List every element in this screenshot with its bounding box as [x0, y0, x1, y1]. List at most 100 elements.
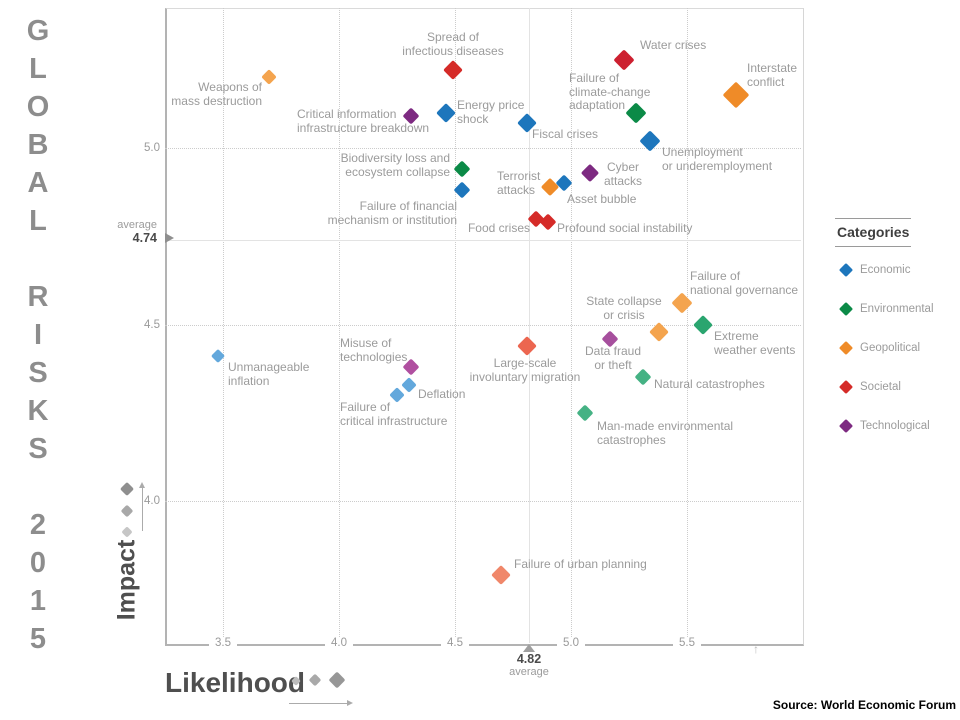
risk-point-failure-of-urban-planning[interactable] — [491, 565, 512, 586]
geopolitical-diamond-icon — [838, 340, 854, 356]
title-letter: S — [28, 432, 48, 465]
impact-average-word: average — [117, 219, 157, 231]
impact-average-line — [165, 239, 801, 241]
likelihood-average-annotation: 4.82 average — [509, 652, 549, 678]
y-tick-4.5: 4.5 — [142, 318, 162, 331]
risk-point-biodiversity-loss-and-ecosystem-collapse[interactable] — [453, 160, 471, 178]
legend-label-economic: Economic — [860, 264, 911, 276]
title-letter: 5 — [29, 622, 47, 655]
source-credit: Source: World Economic Forum — [772, 698, 956, 712]
gridline-x-4.0 — [339, 8, 340, 643]
risk-label-critical-information-infrastructure-breakdown: Critical information infrastructure break… — [297, 107, 430, 135]
legend-item-economic: Economic — [835, 260, 911, 280]
risk-label-water-crises: Water crises — [640, 38, 707, 52]
x-axis-title: Likelihood — [165, 667, 305, 698]
risk-label-large-scale-involuntary-migration: Large-scale involuntary migration — [469, 356, 581, 384]
likelihood-average-word: average — [509, 666, 549, 678]
economic-diamond-icon — [838, 262, 854, 278]
impact-average-annotation: average 4.74 — [55, 219, 157, 245]
legend-heading: Categories — [835, 218, 911, 247]
risk-label-state-collapse-or-crisis: State collapse or crisis — [586, 294, 662, 322]
legend-item-technological: Technological — [835, 416, 930, 436]
legend-item-societal: Societal — [835, 377, 901, 397]
risk-point-energy-price-shock[interactable] — [435, 102, 456, 123]
impact-average-value: 4.74 — [132, 231, 157, 245]
gridline-x-5.0 — [571, 8, 572, 643]
risk-label-failure-of-national-governance: Failure of national governance — [690, 269, 799, 297]
axis-end-arrow-icon: ↑ — [753, 642, 759, 656]
risk-label-cyber-attacks: Cyber attacks — [603, 160, 643, 188]
risk-point-extreme-weather-events[interactable] — [693, 314, 714, 335]
environmental-diamond-icon — [838, 301, 854, 317]
title-letter: R — [27, 280, 49, 313]
risk-label-food-crises: Food crises — [467, 221, 530, 235]
title-letter: 0 — [29, 546, 47, 579]
risk-point-man-made-environmental-catastrophes[interactable] — [576, 404, 594, 422]
risk-label-energy-price-shock: Energy price shock — [457, 98, 525, 126]
risk-label-misuse-of-technologies: Misuse of technologies — [340, 336, 408, 364]
risk-point-asset-bubble[interactable] — [555, 174, 573, 192]
risk-label-terrorist-attacks: Terrorist attacks — [497, 169, 541, 197]
title-letter: K — [27, 394, 49, 427]
x-tick-5.5: 5.5 — [673, 637, 701, 649]
legend-label-geopolitical: Geopolitical — [860, 342, 921, 354]
risk-label-failure-of-climate-change-adaptation: Failure of climate-change adaptation — [569, 71, 651, 112]
risk-point-large-scale-involuntary-migration[interactable] — [517, 335, 537, 356]
gridline-y-4.0 — [165, 501, 801, 502]
title-letter: G — [26, 14, 50, 47]
risk-label-deflation: Deflation — [418, 387, 466, 401]
risk-label-natural-catastrophes: Natural catastrophes — [654, 377, 765, 391]
y-tick-5.0: 5.0 — [142, 142, 162, 154]
likelihood-average-marker-icon — [523, 644, 535, 652]
risk-label-profound-social-instability: Profound social instability — [557, 221, 693, 235]
likelihood-average-value: 4.82 — [516, 652, 542, 666]
risk-label-interstate-conflict: Interstate conflict — [747, 61, 798, 89]
risk-point-weapons-of-mass-destruction[interactable] — [261, 69, 278, 86]
gridline-x-5.5 — [687, 8, 688, 643]
title-letter: A — [27, 166, 49, 199]
title-letter: L — [29, 52, 47, 85]
x-tick-4.5: 4.5 — [441, 637, 469, 649]
legend-label-societal: Societal — [860, 381, 901, 393]
title-letter: S — [28, 356, 48, 389]
risk-point-cyber-attacks[interactable] — [580, 163, 599, 182]
x-tick-5.0: 5.0 — [557, 637, 585, 649]
risk-label-man-made-environmental-catastrophes: Man-made environmental catastrophes — [597, 419, 734, 447]
risk-point-deflation[interactable] — [400, 376, 417, 393]
impact-average-marker-icon — [165, 233, 174, 243]
x-tick-4.0: 4.0 — [325, 637, 353, 649]
risk-label-extreme-weather-events: Extreme weather events — [714, 329, 796, 357]
title-letter: 1 — [29, 584, 47, 617]
plot-area — [165, 8, 804, 646]
legend-label-environmental: Environmental — [860, 303, 934, 315]
x-tick-3.5: 3.5 — [209, 637, 237, 649]
legend: Categories Economic Environmental Geopolit… — [835, 218, 957, 434]
risk-label-unmanageable-inflation: Unmanageable inflation — [228, 360, 310, 388]
legend-label-technological: Technological — [860, 420, 930, 432]
risk-label-asset-bubble: Asset bubble — [567, 192, 637, 206]
risk-label-failure-of-financial-mechanism-or-institution: Failure of financial mechanism or institu… — [327, 199, 457, 227]
technological-diamond-icon — [838, 418, 854, 434]
title-letter: I — [33, 318, 43, 351]
title-letter: B — [27, 128, 49, 161]
risk-point-water-crises[interactable] — [613, 49, 635, 71]
gridline-y-5.0 — [165, 148, 801, 149]
legend-item-environmental: Environmental — [835, 299, 934, 319]
risk-label-unemployment-or-underemployment: Unemployment or underemployment — [662, 145, 773, 173]
societal-diamond-icon — [838, 379, 854, 395]
risk-point-interstate-conflict[interactable] — [722, 81, 750, 109]
risk-label-failure-of-critical-infrastructure: Failure of critical infrastructure — [340, 400, 448, 428]
risk-label-weapons-of-mass-destruction: Weapons of mass destruction — [171, 80, 262, 108]
risk-point-failure-of-financial-mechanism-or-institution[interactable] — [453, 181, 471, 199]
gridline-x-3.5 — [223, 8, 224, 643]
likelihood-average-line — [529, 8, 531, 643]
risk-point-spread-of-infectious-diseases[interactable] — [442, 60, 463, 81]
risk-label-data-fraud-or-theft: Data fraud or theft — [584, 344, 642, 372]
title-letter: L — [29, 204, 47, 237]
risk-label-fiscal-crises: Fiscal crises — [532, 127, 599, 141]
y-axis-title: Impact — [112, 539, 141, 621]
gridline-y-4.5 — [165, 324, 801, 326]
title-letter: 2 — [29, 508, 47, 541]
